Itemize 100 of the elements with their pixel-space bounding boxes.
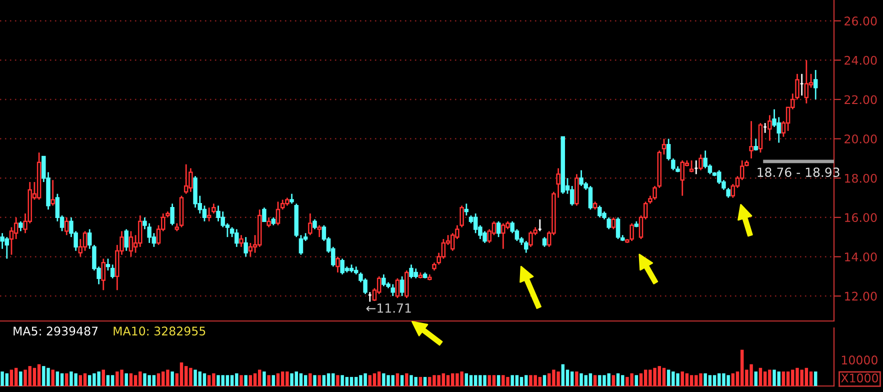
bar — [240, 375, 243, 386]
bar — [110, 375, 114, 386]
bar — [19, 372, 22, 386]
bar — [405, 373, 408, 386]
bar — [304, 375, 308, 386]
bar — [396, 373, 400, 386]
bar — [575, 372, 578, 386]
bar — [253, 373, 257, 386]
candlestick — [698, 154, 703, 171]
candlestick — [124, 228, 128, 252]
candlestick — [50, 179, 55, 206]
candlestick — [266, 216, 271, 228]
text: X1000 — [841, 374, 878, 382]
bar — [322, 375, 326, 386]
bar — [299, 373, 303, 386]
candlestick — [524, 240, 528, 254]
candlestick — [611, 216, 616, 230]
candlestick — [244, 236, 248, 258]
y-tick-label: 20.00 — [844, 134, 877, 144]
candlestick — [570, 185, 574, 206]
candlestick — [749, 120, 754, 160]
y-tick-label: 16.00 — [845, 213, 877, 222]
bar — [496, 375, 500, 386]
bar — [634, 375, 638, 386]
candlestick — [496, 220, 501, 238]
bar — [180, 362, 184, 386]
candlestick — [9, 226, 14, 256]
candlestick — [82, 230, 88, 252]
bar — [124, 373, 128, 386]
y-tick-label: 24.00 — [844, 56, 877, 65]
y-tick-label: 14.00 — [845, 252, 877, 262]
bar — [313, 375, 316, 386]
bar — [248, 375, 252, 386]
candlestick — [814, 69, 818, 100]
bar — [616, 373, 620, 386]
bar — [14, 368, 18, 386]
bar — [83, 373, 87, 386]
candlestick — [317, 224, 322, 238]
bar — [272, 375, 276, 386]
bar — [423, 376, 427, 386]
bar — [129, 373, 133, 386]
bar — [782, 372, 786, 386]
candlestick — [18, 220, 23, 232]
bar — [469, 375, 473, 386]
y-tick-label: 22.00 — [844, 95, 877, 104]
bar — [326, 373, 330, 386]
bar — [336, 375, 340, 386]
candlestick — [758, 122, 763, 154]
candlestick — [110, 264, 115, 280]
bar — [542, 375, 546, 386]
candlestick — [106, 258, 110, 272]
bar — [106, 375, 110, 386]
bar — [102, 370, 105, 386]
bar — [60, 373, 64, 386]
bar — [814, 372, 818, 386]
y-tick-label: 18.00 — [845, 174, 877, 183]
candlestick — [336, 256, 340, 274]
bar — [520, 376, 524, 386]
candlestick — [804, 59, 809, 104]
candlestick — [202, 204, 207, 222]
bar — [202, 373, 206, 386]
y-tick-label: 12.00 — [845, 292, 877, 301]
candlestick — [290, 193, 294, 204]
bar — [226, 375, 230, 386]
candlestick — [542, 236, 547, 248]
bar — [731, 373, 735, 386]
candlestick — [101, 258, 106, 291]
bar — [400, 375, 404, 386]
text: MA5: 2939487 — [14, 326, 98, 336]
bar — [78, 375, 82, 386]
bar — [639, 373, 643, 386]
bar — [32, 368, 36, 386]
candlestick — [248, 242, 253, 258]
candlestick — [262, 206, 266, 222]
bar — [10, 370, 14, 386]
candlestick — [400, 276, 404, 297]
bar — [65, 373, 68, 386]
bar — [570, 372, 574, 386]
bar — [244, 375, 248, 386]
bar — [267, 375, 270, 386]
bar — [156, 373, 160, 386]
candlestick — [170, 202, 174, 226]
bar — [318, 375, 321, 386]
bar — [308, 373, 312, 386]
bar — [170, 372, 174, 386]
candlestick — [308, 212, 312, 236]
bar — [492, 375, 496, 386]
bar — [56, 372, 60, 386]
text: MA10: 3282955 — [114, 326, 206, 336]
bar — [262, 372, 266, 386]
y-tick-label: 26.00 — [844, 16, 877, 26]
candlestick — [298, 234, 304, 256]
candlestick — [14, 216, 18, 240]
candlestick — [128, 230, 134, 258]
candlestick — [662, 138, 666, 156]
bar — [446, 375, 450, 386]
bar — [464, 373, 468, 386]
bar — [588, 373, 592, 386]
candlestick — [754, 138, 758, 152]
candlestick — [64, 216, 69, 236]
